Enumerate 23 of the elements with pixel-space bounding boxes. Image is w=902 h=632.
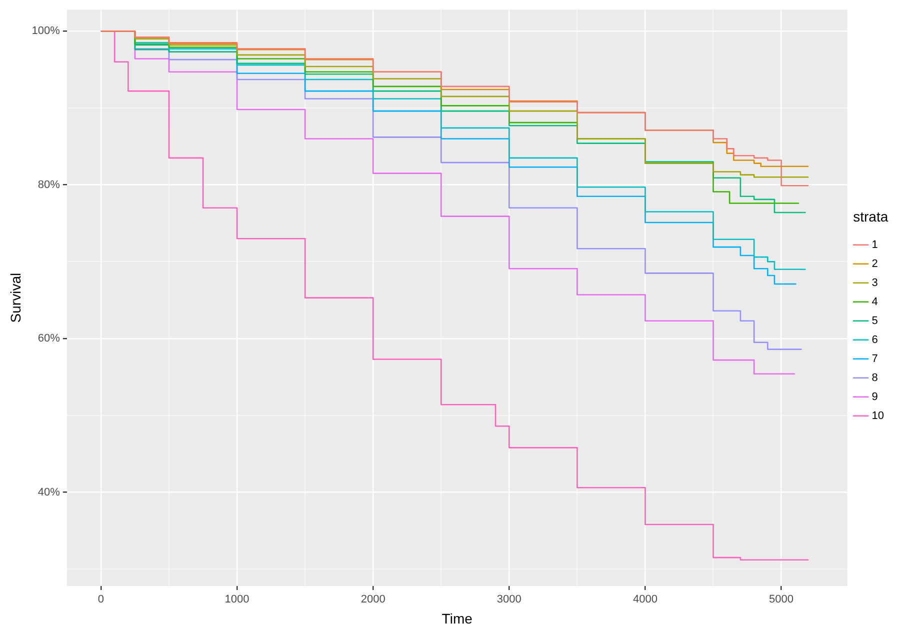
y-tick-label: 100%: [32, 25, 60, 38]
legend-label: 1: [872, 238, 878, 251]
x-tick-label: 4000: [632, 594, 658, 606]
x-axis-title: Time: [442, 610, 473, 626]
legend-title: strata: [853, 208, 888, 224]
legend-label: 7: [872, 352, 878, 365]
y-tick-label: 60%: [38, 332, 60, 345]
legend-label: 2: [872, 258, 878, 270]
y-axis-title: Survival: [7, 272, 24, 323]
x-tick-label: 1000: [224, 594, 250, 606]
legend-label: 8: [872, 372, 878, 384]
legend-label: 3: [872, 276, 878, 289]
x-tick-label: 5000: [769, 594, 794, 606]
x-tick-label: 0: [98, 594, 104, 606]
legend-label: 9: [872, 390, 878, 403]
legend-label: 6: [872, 334, 878, 346]
legend-label: 5: [872, 314, 878, 327]
y-tick-label: 40%: [38, 486, 60, 498]
y-tick-label: 80%: [38, 178, 60, 191]
x-tick-label: 2000: [360, 594, 386, 606]
legend-label: 4: [872, 296, 878, 308]
x-tick-label: 3000: [496, 594, 522, 606]
legend-label: 10: [872, 410, 884, 422]
